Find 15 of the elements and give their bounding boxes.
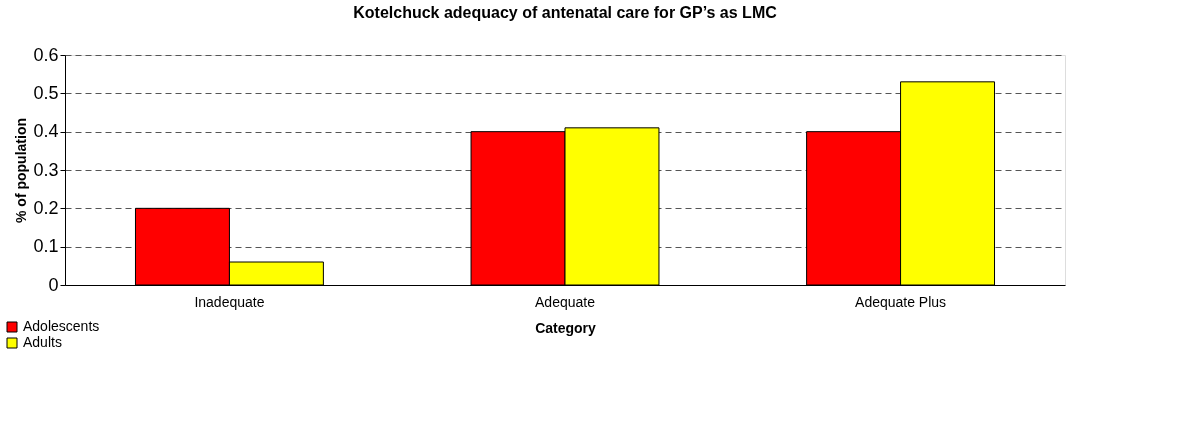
x-axis-title: Category bbox=[535, 319, 597, 336]
legend-label: Adolescents bbox=[23, 318, 100, 334]
x-tick-label: Inadequate bbox=[194, 293, 265, 310]
y-tick-label: 0.1 bbox=[33, 236, 59, 257]
chart-title: Kotelchuck adequacy of antenatal care for GP’s as LMC bbox=[353, 4, 778, 21]
y-tick-label: 0.4 bbox=[33, 121, 59, 142]
y-tick-label: 0.5 bbox=[33, 82, 59, 103]
legend-label: Adults bbox=[23, 334, 62, 350]
x-tick-label: Adequate Plus bbox=[855, 293, 947, 310]
y-axis-title: % of population bbox=[13, 118, 30, 223]
y-tick-label: 0.6 bbox=[33, 44, 59, 65]
x-tick-label: Adequate bbox=[535, 293, 596, 310]
y-tick-label: 0.2 bbox=[33, 197, 59, 218]
y-tick-label: 0 bbox=[48, 274, 59, 295]
y-tick-label: 0.3 bbox=[33, 159, 59, 180]
